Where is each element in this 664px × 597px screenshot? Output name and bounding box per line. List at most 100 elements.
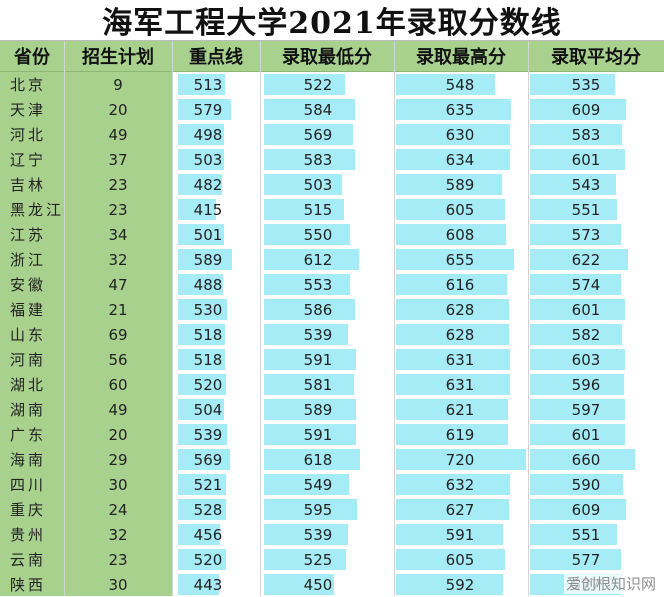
avg-data-bar: [530, 299, 625, 320]
key-line-data-bar: [178, 349, 225, 370]
avg-data-bar: [530, 549, 621, 570]
key-line-header: 重点线: [189, 47, 243, 68]
avg-cell: 590: [571, 475, 601, 494]
avg-score-header: 录取平均分: [551, 47, 641, 68]
avg-data-bar: [530, 399, 625, 420]
max-data-bar: [396, 499, 509, 520]
avg-data-bar: [530, 74, 615, 95]
max-cell: 548: [445, 75, 475, 94]
avg-data-bar: [530, 374, 624, 395]
key-line-cell: 579: [193, 100, 223, 119]
max-data-bar: [396, 99, 511, 120]
key-line-cell: 498: [193, 125, 223, 144]
province-cell: 四川: [10, 476, 47, 494]
table-row: 河北 49 498 569 630 583: [0, 122, 664, 147]
key-line-cell: 518: [193, 350, 223, 369]
plan-cell: 21: [108, 300, 128, 319]
plan-cell: 56: [108, 350, 128, 369]
province-cell: 陕西: [10, 576, 47, 594]
province-cell: 黑龙江: [10, 201, 65, 219]
min-cell: 591: [303, 350, 333, 369]
min-data-bar: [264, 574, 334, 595]
max-cell: 631: [445, 375, 475, 394]
column-divider: [172, 41, 173, 596]
min-data-bar: [264, 274, 350, 295]
min-data-bar: [264, 524, 348, 545]
table-row: 福建 21 530 586 628 601: [0, 297, 664, 322]
avg-data-bar: [530, 349, 625, 370]
plan-cell: 20: [108, 100, 128, 119]
avg-cell: 551: [571, 200, 601, 219]
key-line-data-bar: [178, 499, 226, 520]
key-line-cell: 482: [193, 175, 223, 194]
max-cell: 630: [445, 125, 475, 144]
min-data-bar: [264, 549, 346, 570]
province-cell: 广东: [10, 426, 47, 444]
min-cell: 553: [303, 275, 333, 294]
key-line-cell: 501: [193, 225, 223, 244]
min-data-bar: [264, 449, 360, 470]
min-data-bar: [264, 299, 355, 320]
max-data-bar: [396, 349, 510, 370]
max-data-bar: [396, 249, 514, 270]
province-cell: 海南: [10, 451, 47, 469]
key-line-cell: 443: [193, 575, 223, 594]
plan-cell: 23: [108, 200, 128, 219]
max-data-bar: [396, 374, 510, 395]
column-divider: [394, 41, 395, 596]
avg-cell: 622: [571, 250, 601, 269]
min-cell: 450: [303, 575, 333, 594]
avg-cell: 601: [571, 425, 601, 444]
min-data-bar: [264, 174, 342, 195]
province-cell: 辽宁: [10, 151, 47, 169]
province-cell: 湖北: [10, 376, 47, 394]
avg-cell: 609: [571, 100, 601, 119]
avg-data-bar: [530, 324, 622, 345]
key-line-data-bar: [178, 249, 232, 270]
province-column-band: [0, 72, 172, 596]
province-cell: 湖南: [10, 401, 47, 419]
max-cell: 616: [445, 275, 475, 294]
province-cell: 北京: [10, 76, 47, 94]
avg-cell: 551: [571, 525, 601, 544]
max-score-header: 录取最高分: [416, 47, 506, 68]
column-divider: [64, 41, 65, 596]
plan-cell: 47: [108, 275, 128, 294]
min-cell: 583: [303, 150, 333, 169]
key-line-cell: 504: [193, 400, 223, 419]
table-row: 北京 9 513 522 548 535: [0, 72, 664, 97]
key-line-cell: 539: [193, 425, 223, 444]
max-cell: 634: [445, 150, 475, 169]
key-line-data-bar: [178, 324, 225, 345]
key-line-cell: 415: [193, 200, 223, 219]
watermark-text: 爱创根知识网: [563, 573, 658, 594]
max-cell: 655: [445, 250, 475, 269]
min-data-bar: [264, 224, 350, 245]
province-cell: 贵州: [10, 526, 47, 544]
max-data-bar: [396, 399, 508, 420]
key-line-data-bar: [178, 524, 220, 545]
max-cell: 628: [445, 325, 475, 344]
max-cell: 720: [445, 450, 475, 469]
min-cell: 618: [303, 450, 333, 469]
max-cell: 619: [445, 425, 475, 444]
key-line-cell: 518: [193, 325, 223, 344]
table-body: 北京 9 513 522 548 535 天津 20 579 584 635 609 河北 49 498 56…: [0, 72, 664, 596]
max-cell: 605: [445, 550, 475, 569]
max-data-bar: [396, 124, 510, 145]
table-row: 云南 23 520 525 605 577: [0, 547, 664, 572]
min-cell: 522: [303, 75, 333, 94]
min-cell: 515: [303, 200, 333, 219]
avg-data-bar: [530, 99, 626, 120]
plan-cell: 32: [108, 525, 128, 544]
max-data-bar: [396, 174, 502, 195]
key-line-cell: 503: [193, 150, 223, 169]
min-data-bar: [264, 499, 357, 520]
avg-cell: 603: [571, 350, 601, 369]
plan-cell: 49: [108, 400, 128, 419]
min-data-bar: [264, 199, 344, 220]
key-line-data-bar: [178, 224, 224, 245]
avg-cell: 596: [571, 375, 601, 394]
province-cell: 福建: [10, 301, 47, 319]
avg-cell: 609: [571, 500, 601, 519]
